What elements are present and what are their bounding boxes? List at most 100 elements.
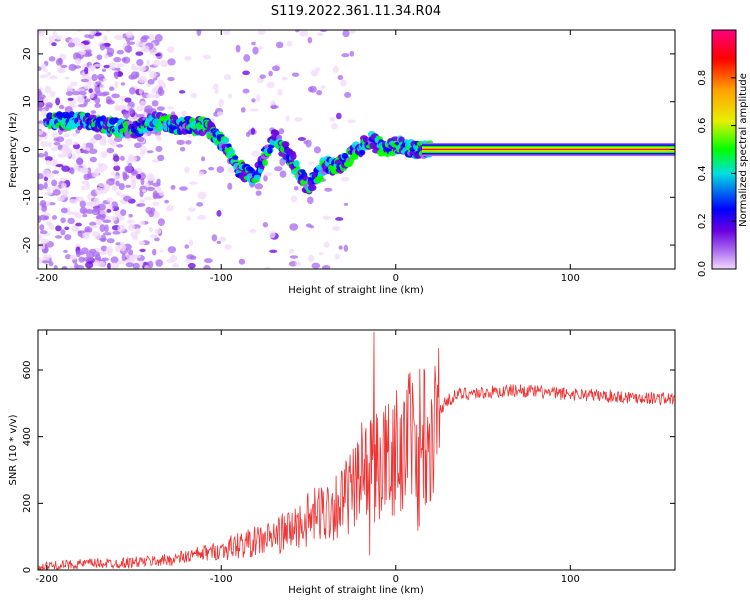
spectrogram-noise-cell: [198, 171, 204, 177]
spectrogram-band-row: [421, 142, 675, 145]
spectrogram-noise-cell: [243, 54, 251, 62]
spectrogram-noise-cell: [164, 199, 169, 204]
spectrogram-noise-cell: [114, 80, 119, 89]
spectrogram-noise-cell: [155, 259, 163, 267]
spectrogram-noise-cell: [188, 239, 194, 247]
spectrogram-noise-cell: [137, 65, 147, 72]
spectrogram-noise-cell: [99, 187, 108, 194]
spectrogram-noise-cell: [214, 89, 219, 94]
spectrogram-noise-cell: [242, 70, 250, 76]
spectrogram-noise-cell: [115, 63, 125, 68]
spectrogram-noise-cell: [55, 164, 64, 168]
spectrogram-noise-cell: [148, 33, 155, 41]
spectrogram-ylabel: Frequency (Hz): [8, 112, 19, 188]
spectrogram-ridge-cell: [100, 115, 107, 122]
spectrogram-noise-cell: [80, 43, 86, 50]
colorbar-tick-label: 0.0: [697, 261, 708, 277]
spectrogram-noise-cell: [340, 79, 347, 87]
spectrogram-noise-cell: [251, 150, 261, 157]
spectrogram-noise-cell: [155, 92, 160, 99]
spectrogram-band-row: [421, 144, 675, 147]
spectrogram-noise-cell: [55, 35, 62, 41]
spectrogram-noise-cell: [251, 41, 256, 46]
spectrogram-noise-cell: [64, 226, 70, 231]
spectrogram-noise-cell: [48, 222, 55, 231]
spectrogram-noise-cell: [39, 242, 46, 250]
spectrogram-noise-cell: [342, 30, 350, 38]
spectrogram-noise-cell: [322, 215, 331, 220]
spectrogram-band-row: [421, 154, 675, 157]
spectrogram-noise-cell: [219, 236, 227, 242]
spectrogram-noise-cell: [116, 49, 124, 55]
spectrogram-noise-cell: [111, 93, 121, 99]
spectrogram-noise-cell: [349, 50, 355, 57]
spectrogram-xtick-label: -200: [35, 273, 58, 284]
spectrogram-noise-cell: [48, 260, 54, 267]
spectrogram-noise-cell: [211, 234, 218, 242]
spectrogram-noise-cell: [222, 30, 231, 35]
spectrogram-noise-cell: [105, 246, 114, 254]
spectrogram-noise-cell: [170, 254, 178, 263]
spectrogram-noise-cell: [71, 153, 77, 160]
spectrogram-noise-cell: [120, 82, 126, 86]
spectrogram-noise-cell: [341, 53, 350, 58]
spectrogram-noise-cell: [64, 234, 72, 241]
spectrogram-noise-cell: [40, 205, 48, 212]
spectrogram-noise-cell: [39, 224, 45, 231]
spectrogram-noise-cell: [106, 147, 115, 154]
spectrogram-noise-cell: [42, 169, 51, 177]
spectrogram-noise-cell: [75, 57, 81, 65]
spectrogram-noise-cell: [76, 158, 84, 165]
spectrogram-noise-cell: [135, 173, 142, 180]
spectrogram-noise-cell: [311, 262, 321, 269]
spectrogram-noise-cell: [83, 84, 91, 90]
spectrogram-noise-cell: [51, 170, 60, 175]
spectrogram-noise-cell: [85, 147, 91, 152]
spectrogram-noise-cell: [197, 214, 207, 220]
spectrogram-noise-cell: [101, 257, 109, 262]
spectrogram-noise-cell: [79, 200, 87, 208]
spectrogram-noise-cell: [136, 40, 142, 48]
spectrogram-noise-cell: [127, 162, 132, 170]
spectrogram-noise-cell: [43, 215, 50, 220]
spectrogram-ridge-cell: [266, 147, 273, 154]
spectrogram-noise-cell: [291, 72, 300, 77]
spectrogram-noise-cell: [99, 251, 108, 255]
spectrogram-noise-cell: [172, 263, 180, 268]
spectrogram-noise-cell: [43, 182, 48, 190]
spectrogram-noise-cell: [147, 78, 155, 85]
spectrogram-noise-cell: [154, 186, 162, 192]
spectrogram-noise-cell: [154, 237, 160, 242]
spectrogram-noise-cell: [128, 87, 136, 95]
spectrogram-noise-cell: [88, 88, 93, 94]
spectrogram-noise-cell: [186, 134, 192, 138]
spectrogram-noise-cell: [159, 249, 164, 253]
spectrogram-noise-cell: [144, 196, 153, 201]
spectrogram-noise-cell: [133, 142, 142, 149]
spectrogram-noise-cell: [156, 136, 162, 142]
spectrogram-noise-cell: [125, 184, 132, 188]
spectrogram-noise-cell: [139, 199, 146, 204]
spectrogram-noise-cell: [76, 88, 85, 92]
spectrogram-noise-cell: [74, 213, 83, 219]
spectrogram-noise-cell: [288, 248, 295, 254]
spectrogram-noise-cell: [49, 90, 56, 97]
spectrogram-noise-cell: [93, 134, 103, 141]
spectrogram-noise-cell: [84, 226, 93, 234]
spectrogram-noise-cell: [65, 91, 73, 96]
spectrogram-noise-cell: [44, 85, 52, 94]
spectrogram-ytick-label: 10: [22, 95, 33, 108]
spectrogram-noise-cell: [146, 150, 154, 154]
spectrogram-xtick-label: 0: [393, 273, 399, 284]
spectrogram-noise-cell: [190, 92, 198, 99]
spectrogram-noise-cell: [73, 37, 81, 44]
spectrogram-noise-cell: [135, 51, 144, 56]
spectrogram-noise-cell: [148, 70, 157, 79]
spectrogram-noise-cell: [223, 74, 232, 81]
spectrogram-noise-cell: [146, 59, 151, 67]
spectrogram-noise-cell: [115, 210, 121, 218]
spectrogram-noise-cell: [254, 183, 264, 190]
spectrogram-noise-cell: [165, 205, 174, 212]
spectrogram-noise-cell: [66, 84, 73, 93]
spectrogram-noise-cell: [94, 97, 101, 104]
